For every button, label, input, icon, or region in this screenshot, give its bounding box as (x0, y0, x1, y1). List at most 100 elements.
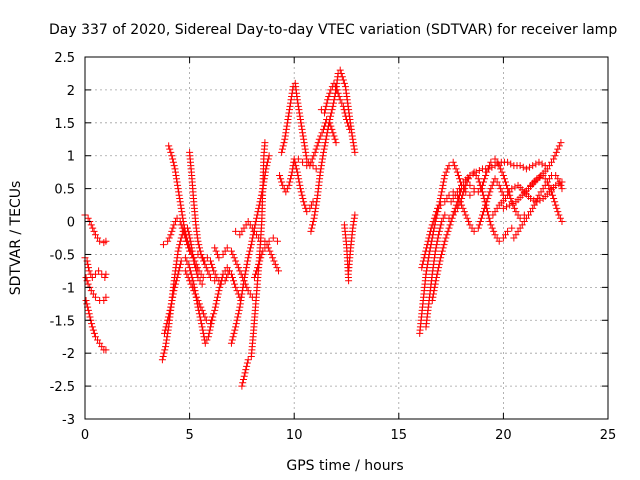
data-point (176, 198, 184, 206)
data-point (234, 313, 242, 321)
data-point (159, 352, 167, 360)
data-point (529, 162, 537, 170)
data-point (95, 267, 103, 275)
data-point (192, 260, 200, 268)
data-point (177, 204, 185, 212)
data-point (225, 267, 233, 275)
data-point (452, 201, 460, 209)
data-point (102, 270, 110, 278)
data-point (198, 306, 206, 314)
data-point (203, 336, 211, 344)
data-point (206, 326, 214, 334)
data-point (438, 185, 446, 193)
data-point (285, 106, 293, 114)
data-point (249, 234, 257, 242)
data-point (243, 359, 251, 367)
data-point (470, 227, 478, 235)
data-point (478, 211, 486, 219)
data-point (86, 313, 94, 321)
data-point (552, 148, 560, 156)
data-point (300, 139, 308, 147)
data-point (442, 234, 450, 242)
data-point (285, 181, 293, 189)
data-point (171, 168, 179, 176)
data-point (301, 201, 309, 209)
data-point (295, 178, 303, 186)
data-point (298, 125, 306, 133)
data-point (180, 221, 188, 229)
data-point (431, 283, 439, 291)
data-point (433, 237, 441, 245)
data-point (325, 122, 333, 130)
data-point (325, 119, 333, 127)
data-point (432, 277, 440, 285)
data-point (82, 273, 90, 281)
data-point (217, 280, 225, 288)
data-point (434, 234, 442, 242)
series-arc-d (82, 297, 110, 354)
data-point (233, 260, 241, 268)
data-point (232, 323, 240, 331)
data-point (251, 270, 259, 278)
data-point (84, 280, 92, 288)
series-arc-aa (447, 158, 549, 206)
data-point (166, 145, 174, 153)
data-point (433, 241, 441, 249)
data-point (345, 277, 353, 285)
data-point (244, 257, 252, 265)
data-point (176, 237, 184, 245)
data-point (299, 158, 307, 166)
series-arc-y (422, 168, 516, 331)
data-point (280, 139, 288, 147)
data-point (221, 277, 229, 285)
data-point (238, 290, 246, 298)
data-point (174, 185, 182, 193)
data-point (419, 260, 427, 268)
data-point (497, 165, 505, 173)
data-point (212, 247, 220, 255)
data-point (215, 254, 223, 262)
data-point (323, 99, 331, 107)
data-point (164, 316, 172, 324)
data-point (278, 145, 286, 153)
data-point (190, 287, 198, 295)
series-arc-f (160, 254, 217, 347)
y-tick-labels: 2.5 2 1.5 1 0.5 0 -0.5 -1 -1.5 -2 -2.5 -3 (50, 51, 75, 428)
data-point (339, 76, 347, 84)
data-point (449, 158, 457, 166)
data-point (170, 287, 178, 295)
data-point (490, 227, 498, 235)
data-point (85, 267, 93, 275)
data-point (263, 241, 271, 249)
data-point (455, 175, 463, 183)
data-point (294, 99, 302, 107)
data-point (238, 287, 246, 295)
data-point (102, 293, 110, 301)
data-point (498, 168, 506, 176)
data-point (484, 208, 492, 216)
data-point (315, 135, 323, 143)
data-point (481, 198, 489, 206)
data-point (191, 290, 199, 298)
data-point (350, 142, 358, 150)
data-point (210, 310, 218, 318)
data-point (198, 323, 206, 331)
series-arc-x (418, 175, 507, 272)
data-point (536, 173, 544, 181)
data-point (313, 198, 321, 206)
data-point (508, 224, 516, 232)
data-point (419, 257, 427, 265)
data-point (169, 290, 177, 298)
y-tick-label: -1.5 (50, 314, 75, 329)
data-point (191, 257, 199, 265)
data-point (90, 329, 98, 337)
data-point (168, 227, 176, 235)
data-point (432, 244, 440, 252)
data-point (273, 237, 281, 245)
data-point (553, 204, 561, 212)
data-point (435, 264, 443, 272)
data-point (329, 102, 337, 110)
data-point (511, 183, 519, 191)
data-point (343, 116, 350, 124)
data-point (430, 287, 438, 295)
